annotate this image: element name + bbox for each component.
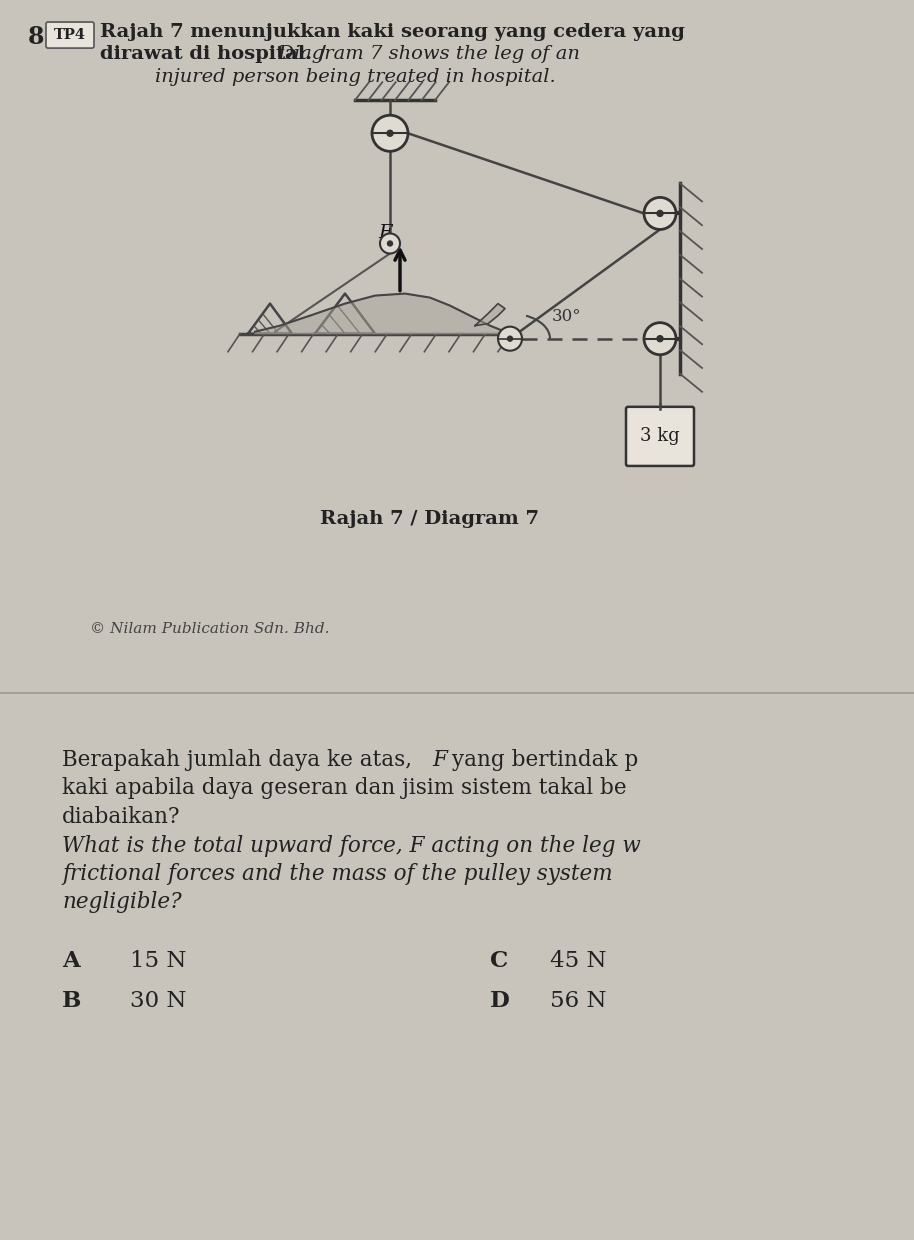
Text: 30 N: 30 N — [130, 990, 186, 1012]
Text: 56 N: 56 N — [550, 990, 607, 1012]
Text: 15 N: 15 N — [130, 950, 186, 972]
Text: 30°: 30° — [552, 308, 581, 325]
Circle shape — [388, 241, 392, 246]
Text: TP4: TP4 — [54, 29, 86, 42]
Text: Rajah 7 / Diagram 7: Rajah 7 / Diagram 7 — [321, 510, 539, 528]
Text: negligible?: negligible? — [62, 890, 182, 913]
Text: 8: 8 — [28, 25, 45, 50]
Text: dirawat di hospital. /: dirawat di hospital. / — [100, 45, 326, 63]
Circle shape — [507, 336, 513, 341]
Circle shape — [644, 197, 676, 229]
FancyBboxPatch shape — [46, 22, 94, 48]
Text: Berapakah jumlah daya ke atas,: Berapakah jumlah daya ke atas, — [62, 749, 419, 771]
Circle shape — [644, 322, 676, 355]
Text: D: D — [490, 990, 510, 1012]
Circle shape — [657, 211, 663, 217]
Circle shape — [498, 326, 522, 351]
Polygon shape — [475, 304, 505, 326]
Text: diabaikan?: diabaikan? — [62, 806, 180, 827]
Polygon shape — [255, 294, 505, 334]
Text: F: F — [378, 224, 391, 243]
Text: frictional forces and the mass of the pulley system: frictional forces and the mass of the pu… — [62, 863, 612, 884]
Circle shape — [387, 130, 393, 136]
Text: yang bertindak p: yang bertindak p — [445, 749, 638, 771]
Text: Diagram 7 shows the leg of an: Diagram 7 shows the leg of an — [272, 45, 579, 63]
FancyBboxPatch shape — [626, 407, 694, 466]
Text: C: C — [490, 950, 508, 972]
Text: B: B — [62, 990, 81, 1012]
Text: 3 kg: 3 kg — [640, 428, 680, 445]
Text: F: F — [432, 749, 447, 771]
Circle shape — [372, 115, 408, 151]
Circle shape — [657, 336, 663, 342]
Text: A: A — [62, 950, 80, 972]
Text: What is the total upward force, F acting on the leg w: What is the total upward force, F acting… — [62, 835, 641, 857]
Text: © Nilam Publication Sdn. Bhd.: © Nilam Publication Sdn. Bhd. — [90, 622, 330, 636]
Text: Rajah 7 menunjukkan kaki seorang yang cedera yang: Rajah 7 menunjukkan kaki seorang yang ce… — [100, 24, 685, 41]
Text: injured person being treated in hospital.: injured person being treated in hospital… — [155, 68, 556, 86]
Text: kaki apabila daya geseran dan jisim sistem takal be: kaki apabila daya geseran dan jisim sist… — [62, 777, 627, 800]
Text: 45 N: 45 N — [550, 950, 607, 972]
Circle shape — [380, 233, 400, 253]
